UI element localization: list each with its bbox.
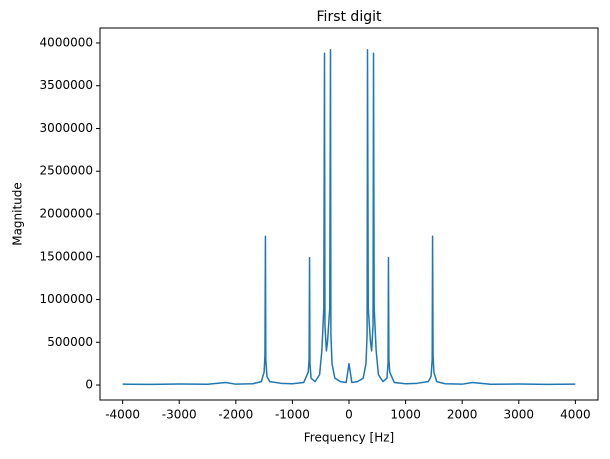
x-tick-label: 1000 xyxy=(390,408,421,422)
plot-frame xyxy=(99,27,599,401)
y-tick-label: 3500000 xyxy=(40,78,93,92)
y-tick-label: 1000000 xyxy=(40,292,93,306)
x-tick-label: 0 xyxy=(345,408,353,422)
y-tick-label: 2000000 xyxy=(40,207,93,221)
x-axis-label: Frequency [Hz] xyxy=(304,431,395,445)
x-tick-label: -4000 xyxy=(105,408,140,422)
line-series xyxy=(122,49,576,386)
x-tick-label: -1000 xyxy=(275,408,310,422)
y-axis-label: Magnitude xyxy=(11,182,25,246)
x-tick-label: 4000 xyxy=(560,408,591,422)
y-tick-label: 3000000 xyxy=(40,121,93,135)
y-tick-label: 2500000 xyxy=(40,164,93,178)
x-tick-label: 2000 xyxy=(447,408,478,422)
x-tick-label: -3000 xyxy=(162,408,197,422)
y-tick-label: 0 xyxy=(85,378,93,392)
x-tick-label: -2000 xyxy=(218,408,253,422)
y-tick-label: 500000 xyxy=(47,335,93,349)
x-tick-label: 3000 xyxy=(503,408,534,422)
chart-title: First digit xyxy=(317,9,382,25)
y-tick-label: 4000000 xyxy=(40,35,93,49)
y-tick-label: 1500000 xyxy=(40,249,93,263)
